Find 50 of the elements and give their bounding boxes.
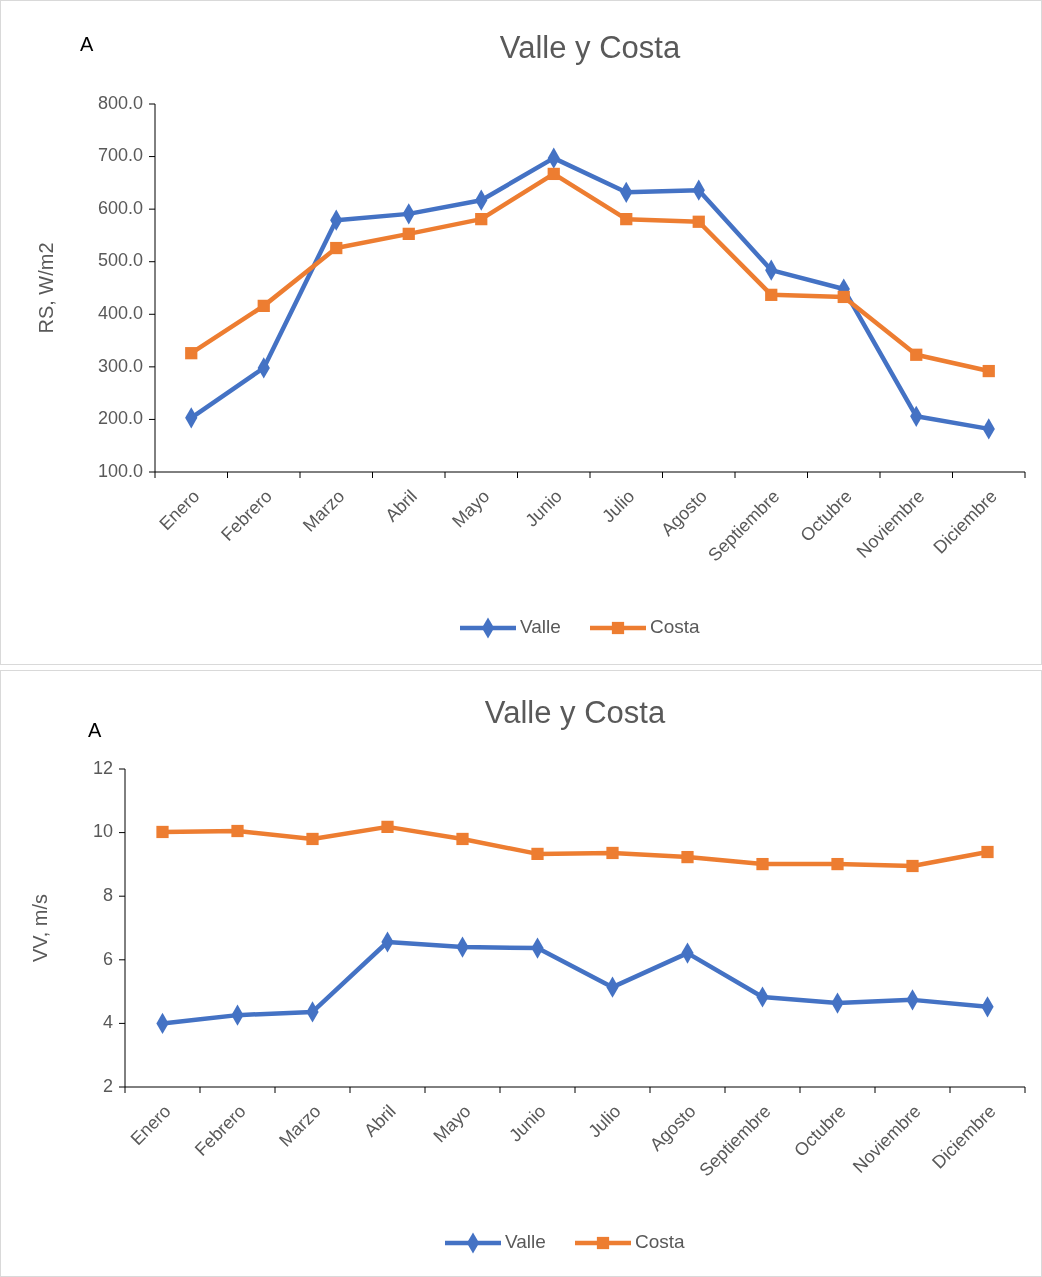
point [306,832,319,846]
y-tick-label: 200.0 [97,408,143,429]
chart-title: Valle y Costa [499,30,681,66]
y-tick-label: 2 [102,1075,113,1096]
point [831,857,844,871]
point [547,167,560,181]
point [681,850,694,864]
point [231,824,244,838]
y-tick-label: 12 [92,757,113,778]
point [606,846,619,860]
point [982,364,995,378]
point [185,347,198,360]
y-tick-label: 500.0 [97,250,143,271]
point [330,241,343,255]
y-axis-title: VV, m/s [29,893,52,963]
x-tick-label: Julio [584,1101,625,1142]
point [456,832,469,846]
x-tick-label: Julio [598,486,639,527]
point [981,845,994,859]
y-tick-label: 6 [102,948,113,969]
y-axis-title: RS, W/m2 [35,242,58,334]
point [906,859,919,873]
y-tick-label: 600.0 [97,197,143,218]
y-tick-label: 400.0 [97,303,143,324]
y-tick-label: 800.0 [97,92,143,113]
legend-label: Valle [505,1231,546,1253]
legend-label: Costa [635,1231,686,1253]
point [692,215,705,228]
text: A [88,719,102,742]
y-tick-label: 4 [102,1012,113,1033]
legend-label: Valle [520,616,561,638]
point [257,299,270,312]
point [531,847,544,861]
point [381,820,394,833]
point [910,348,923,361]
y-tick-label: 8 [102,884,113,905]
point [475,213,488,226]
y-tick-label: 100.0 [97,460,143,481]
y-tick-label: 700.0 [97,145,143,166]
point [837,290,850,304]
y-tick-label: 300.0 [97,355,143,376]
point [765,288,778,301]
point [756,857,769,871]
y-tick-label: 10 [92,821,113,842]
text: A [80,33,94,56]
point [402,227,415,240]
point [620,213,633,226]
point [156,825,169,839]
chart-title: Valle y Costa [484,695,666,731]
legend-label: Costa [650,616,701,638]
